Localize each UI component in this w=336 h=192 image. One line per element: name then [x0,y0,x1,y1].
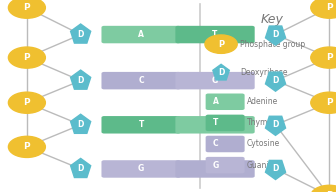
Text: Thymine: Thymine [247,118,280,127]
Text: D: D [78,76,84,85]
Text: P: P [326,3,333,12]
Text: P: P [326,191,333,192]
FancyBboxPatch shape [175,26,255,43]
Text: D: D [272,30,279,39]
Circle shape [8,47,45,68]
Text: A: A [213,97,219,106]
Circle shape [8,136,45,157]
FancyBboxPatch shape [175,160,255,178]
Text: P: P [326,53,333,62]
Text: P: P [24,142,30,151]
FancyBboxPatch shape [101,26,181,43]
Text: Key: Key [261,13,284,26]
Polygon shape [71,158,91,177]
Text: Cytosine: Cytosine [247,140,280,148]
Text: Deoxyribose: Deoxyribose [240,69,288,77]
Polygon shape [265,26,286,45]
Text: T: T [213,118,218,127]
Circle shape [311,0,336,18]
FancyBboxPatch shape [101,116,181,134]
Polygon shape [71,70,91,89]
Text: T: T [138,120,144,129]
Text: Adenine: Adenine [247,97,278,106]
Text: Phosphate group: Phosphate group [240,40,305,49]
Text: D: D [272,165,279,173]
Text: P: P [24,98,30,107]
Circle shape [311,47,336,68]
Text: D: D [272,120,279,129]
FancyBboxPatch shape [175,72,255,89]
Text: C: C [213,140,218,148]
Text: T: T [212,30,218,39]
Circle shape [8,0,45,18]
Circle shape [311,185,336,192]
Text: D: D [272,76,279,85]
FancyBboxPatch shape [101,160,181,178]
Text: P: P [326,98,333,107]
Text: P: P [24,3,30,12]
Text: G: G [212,76,218,85]
Text: P: P [24,53,30,62]
Text: C: C [212,165,218,173]
Text: A: A [138,30,144,39]
Text: Guanine: Guanine [247,161,279,170]
FancyBboxPatch shape [206,115,245,131]
Text: G: G [213,161,219,170]
Polygon shape [213,64,229,80]
FancyBboxPatch shape [206,136,245,152]
Text: C: C [138,76,144,85]
Polygon shape [71,24,91,43]
Text: D: D [78,30,84,39]
Text: A: A [212,120,218,129]
FancyBboxPatch shape [206,94,245,110]
Text: D: D [218,69,224,77]
Polygon shape [71,114,91,133]
FancyBboxPatch shape [206,157,245,173]
Circle shape [8,92,45,113]
FancyBboxPatch shape [175,116,255,134]
FancyBboxPatch shape [101,72,181,89]
Circle shape [205,35,237,53]
Text: G: G [138,165,144,173]
Polygon shape [265,72,286,91]
Polygon shape [265,116,286,135]
Circle shape [311,92,336,113]
Text: P: P [218,40,224,49]
Polygon shape [265,161,286,180]
Text: D: D [78,165,84,173]
Text: D: D [78,120,84,129]
